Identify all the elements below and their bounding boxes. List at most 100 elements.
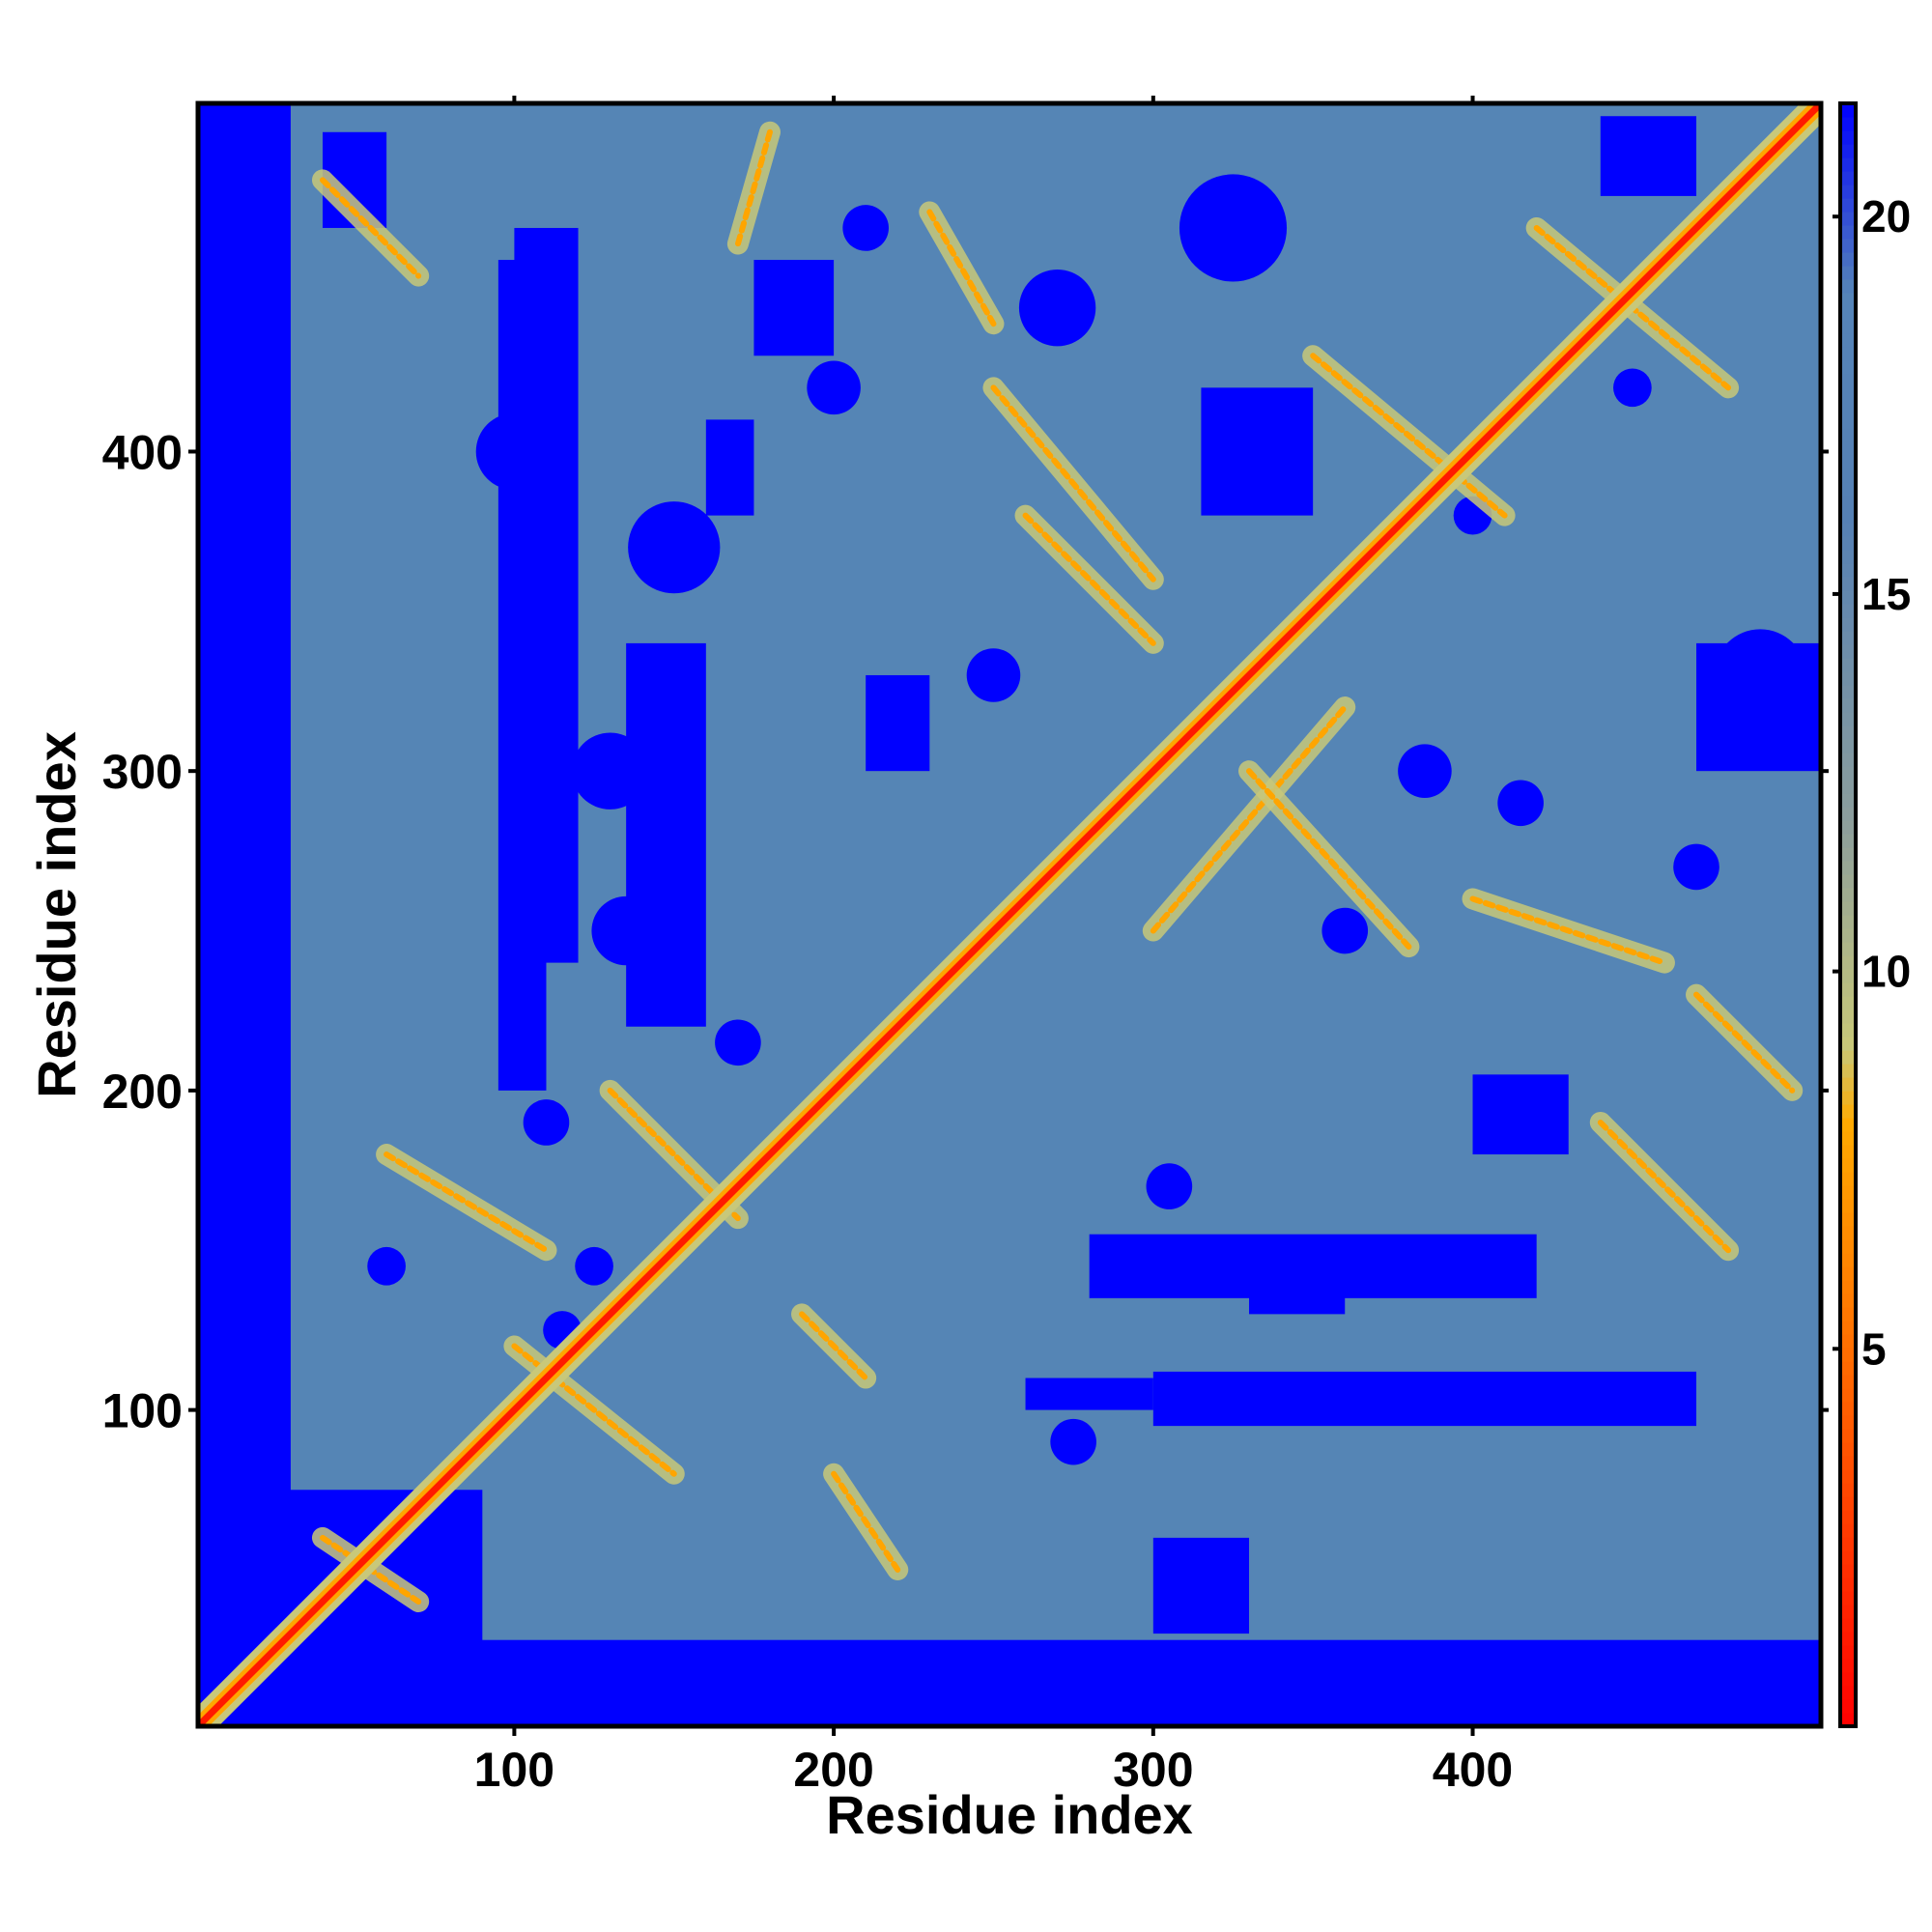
diagonal-core bbox=[198, 103, 1821, 1726]
colorbar-segment bbox=[1840, 387, 1856, 402]
colorbar-segment bbox=[1840, 631, 1856, 645]
colorbar-segment bbox=[1840, 1321, 1856, 1335]
colorbar-segment bbox=[1840, 1442, 1856, 1457]
far-patch bbox=[1398, 744, 1452, 798]
colorbar-segment bbox=[1840, 333, 1856, 348]
colorbar-segment bbox=[1840, 157, 1856, 172]
colorbar-segment bbox=[1840, 536, 1856, 551]
colorbar-segment bbox=[1840, 1077, 1856, 1092]
far-patch bbox=[807, 360, 861, 415]
far-patch bbox=[1321, 907, 1369, 954]
far-region bbox=[626, 642, 706, 1027]
colorbar-segment bbox=[1840, 1334, 1856, 1349]
colorbar-segment bbox=[1840, 130, 1856, 145]
colorbar-segment bbox=[1840, 739, 1856, 753]
colorbar-segment bbox=[1840, 1348, 1856, 1362]
colorbar-segment bbox=[1840, 982, 1856, 997]
colorbar-segment bbox=[1840, 658, 1856, 672]
far-patch bbox=[1146, 1163, 1193, 1209]
colorbar-tick-label: 10 bbox=[1861, 947, 1911, 997]
colorbar-segment bbox=[1840, 563, 1856, 578]
colorbar-segment bbox=[1840, 1429, 1856, 1443]
colorbar-segment bbox=[1840, 1577, 1856, 1592]
colorbar-frame bbox=[1838, 101, 1858, 1728]
colorbar-segment bbox=[1840, 1523, 1856, 1538]
colorbar-segment bbox=[1840, 320, 1856, 334]
colorbar-segment bbox=[1840, 428, 1856, 442]
far-patch bbox=[842, 205, 889, 251]
far-patch bbox=[1179, 174, 1288, 282]
colorbar-segment bbox=[1840, 198, 1856, 213]
colorbar-segment bbox=[1840, 969, 1856, 983]
colorbar-segment bbox=[1840, 1415, 1856, 1430]
contact-line bbox=[926, 209, 997, 327]
contact-line bbox=[990, 384, 1156, 582]
colorbar-segment bbox=[1840, 185, 1856, 199]
far-patch bbox=[628, 501, 721, 594]
colorbar-segment bbox=[1840, 1104, 1856, 1119]
colorbar-segment bbox=[1840, 1686, 1856, 1700]
colorbar-segment bbox=[1840, 766, 1856, 781]
y-axis-title: Residue index bbox=[26, 731, 87, 1098]
colorbar-segment bbox=[1840, 293, 1856, 307]
colorbar-segment bbox=[1840, 469, 1856, 483]
plot-frame bbox=[195, 100, 1824, 1729]
far-patch bbox=[591, 895, 661, 966]
colorbar-segment bbox=[1840, 1212, 1856, 1227]
far-patch bbox=[515, 244, 578, 307]
colorbar-segment bbox=[1840, 1564, 1856, 1578]
far-patch bbox=[571, 732, 649, 810]
colorbar-segment bbox=[1840, 374, 1856, 388]
colorbar-segment bbox=[1840, 915, 1856, 929]
colorbar-tick-label: 20 bbox=[1861, 191, 1911, 242]
far-region bbox=[1249, 1250, 1346, 1315]
far-patch bbox=[966, 648, 1021, 702]
colorbar-segment bbox=[1840, 1239, 1856, 1254]
x-tick-label: 200 bbox=[793, 1743, 873, 1797]
contact-line bbox=[1469, 895, 1667, 966]
x-axis-title: Residue index bbox=[826, 1784, 1193, 1845]
colorbar-segment bbox=[1840, 1050, 1856, 1065]
colorbar-segment bbox=[1840, 780, 1856, 794]
colorbar-segment bbox=[1840, 1591, 1856, 1605]
colorbar-segment bbox=[1840, 725, 1856, 740]
colorbar-segment bbox=[1840, 1037, 1856, 1051]
colorbar-segment bbox=[1840, 550, 1856, 564]
contact-line bbox=[734, 128, 773, 247]
colorbar-segment bbox=[1840, 144, 1856, 158]
colorbar-segment bbox=[1840, 671, 1856, 686]
colorbar-segment bbox=[1840, 509, 1856, 524]
colorbar-segment bbox=[1840, 847, 1856, 862]
colorbar-segment bbox=[1840, 523, 1856, 537]
colorbar-segment bbox=[1840, 942, 1856, 956]
colorbar-segment bbox=[1840, 1118, 1856, 1132]
far-region bbox=[753, 260, 835, 356]
colorbar-segment bbox=[1840, 496, 1856, 510]
x-tick-label: 300 bbox=[1113, 1743, 1193, 1797]
colorbar-segment bbox=[1840, 1226, 1856, 1240]
x-tick-label: 100 bbox=[474, 1743, 554, 1797]
far-region bbox=[866, 674, 930, 772]
far-region bbox=[1201, 387, 1314, 516]
far-region bbox=[1152, 1371, 1697, 1427]
contact-line bbox=[384, 1151, 550, 1254]
colorbar-segment bbox=[1840, 577, 1856, 591]
colorbar-segment bbox=[1840, 590, 1856, 605]
colorbar-segment bbox=[1840, 888, 1856, 902]
colorbar-segment bbox=[1840, 820, 1856, 835]
colorbar-segment bbox=[1840, 1550, 1856, 1565]
far-patch bbox=[1673, 843, 1719, 891]
colorbar-segment bbox=[1840, 266, 1856, 280]
colorbar-segment bbox=[1840, 685, 1856, 699]
far-patch bbox=[1613, 368, 1652, 408]
colorbar-segment bbox=[1840, 861, 1856, 875]
colorbar-segment bbox=[1840, 441, 1856, 456]
colorbar-segment bbox=[1840, 996, 1856, 1010]
y-axis: 100 200 300 400 bbox=[102, 425, 1829, 1438]
colorbar-segment bbox=[1840, 103, 1856, 118]
colorbar-segment bbox=[1840, 753, 1856, 767]
colorbar-segment bbox=[1840, 1131, 1856, 1146]
colorbar-segment bbox=[1840, 1699, 1856, 1714]
far-patch bbox=[1018, 269, 1096, 347]
colorbar-segment bbox=[1840, 347, 1856, 361]
